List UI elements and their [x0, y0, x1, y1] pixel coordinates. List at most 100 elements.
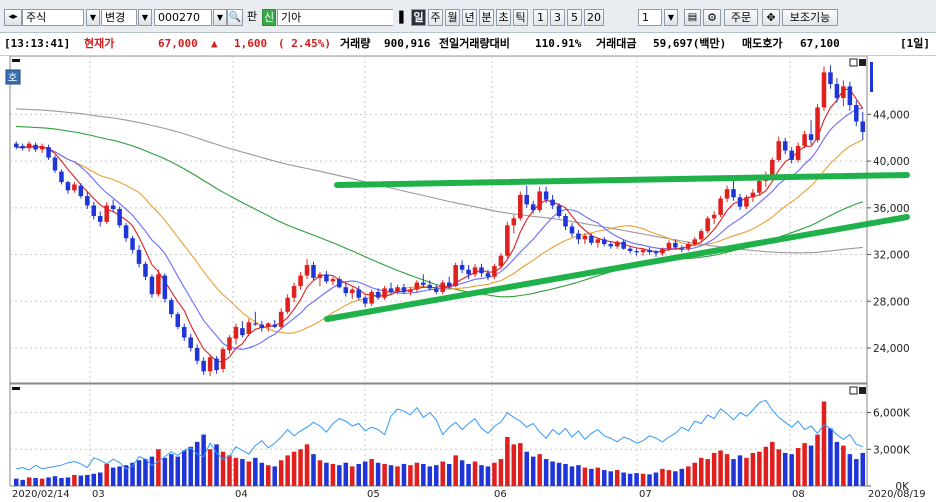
aux-button[interactable]: 보조기능: [782, 9, 838, 26]
volume-bar: [162, 457, 168, 486]
marker-label: 호: [8, 72, 17, 84]
period-button-6[interactable]: 틱: [513, 9, 528, 26]
candle-body: [220, 349, 226, 369]
volume-bar: [782, 452, 788, 486]
candle-body: [543, 191, 549, 200]
order-button[interactable]: 주문: [724, 9, 758, 26]
volume-bar: [227, 455, 232, 486]
candle-body: [143, 263, 148, 277]
save-icon[interactable]: ▤: [684, 9, 701, 26]
candle-body: [408, 289, 413, 292]
ma10-line: [16, 107, 863, 350]
candle-body: [640, 249, 646, 253]
candle-body: [20, 145, 25, 149]
candle-body: [149, 276, 155, 295]
candle-body: [789, 150, 794, 160]
change-dropdown-arrow[interactable]: ▼: [138, 9, 152, 26]
volume-bar: [569, 466, 575, 486]
name-input[interactable]: 기아: [277, 9, 393, 26]
candle-body: [492, 266, 497, 277]
volume-bar: [395, 466, 400, 486]
volume-bar: [647, 474, 652, 486]
period-button-4[interactable]: 분: [479, 9, 494, 26]
volume-bar: [52, 476, 58, 486]
change-select[interactable]: 변경: [101, 9, 137, 26]
change-arrow: ▲: [211, 37, 218, 50]
volume-bar: [537, 454, 542, 486]
candle-body: [692, 239, 698, 245]
volume-bar: [375, 462, 381, 486]
volume-bar: [169, 454, 174, 486]
price-axis-label: 36,000: [873, 203, 910, 215]
interval-button-1[interactable]: 1: [533, 9, 548, 26]
candle-body: [608, 244, 614, 247]
candle-body: [240, 328, 245, 336]
interval-button-3[interactable]: 3: [550, 9, 565, 26]
candle-body: [278, 311, 284, 327]
volume-bar: [614, 470, 620, 486]
volume-bar: [233, 457, 239, 486]
crosshair-icon[interactable]: ✥: [762, 9, 780, 26]
prev-next-arrows[interactable]: ◂▸: [4, 9, 22, 26]
candle-body: [298, 275, 303, 287]
candle-body: [627, 248, 633, 252]
search-icon[interactable]: 🔍: [227, 9, 243, 26]
volume-bar: [156, 449, 161, 486]
interval-button-5[interactable]: 5: [567, 9, 582, 26]
candle-body: [582, 235, 588, 240]
market-dropdown-arrow[interactable]: ▼: [86, 9, 100, 26]
period-button-5[interactable]: 초: [496, 9, 511, 26]
chart-area[interactable]: 24,000 28,000 32,000 36,000 40,000 44,000 03 04…: [0, 55, 936, 500]
ask-value: 67,100: [800, 37, 840, 50]
volume-bar: [692, 462, 698, 486]
candle-body: [647, 249, 652, 253]
interval-value-input[interactable]: 1: [638, 9, 662, 26]
code-dropdown-arrow[interactable]: ▼: [213, 9, 227, 26]
candle-body: [860, 121, 866, 132]
period-button-1[interactable]: 주: [428, 9, 443, 26]
volume-bar: [582, 467, 588, 486]
candle-body: [653, 252, 659, 254]
candle-body: [343, 287, 349, 294]
volume-bar: [815, 434, 820, 486]
volume-bar: [349, 466, 355, 486]
period-button-3[interactable]: 년: [462, 9, 477, 26]
volume-bar: [608, 471, 614, 486]
change-select-value: 변경: [105, 11, 126, 24]
interval-dropdown-arrow[interactable]: ▼: [664, 9, 678, 26]
pan-label[interactable]: 판: [246, 10, 258, 23]
market-select[interactable]: 주식: [22, 9, 84, 26]
volume-bar: [330, 463, 336, 486]
period-button-2[interactable]: 월: [445, 9, 460, 26]
ma60-line: [16, 125, 863, 298]
candle-body: [97, 215, 103, 222]
gear-icon[interactable]: ⚙: [703, 9, 721, 26]
candle-body: [72, 184, 77, 191]
change-value: 1,600: [234, 37, 268, 50]
code-input[interactable]: 000270: [154, 9, 212, 26]
candle-body: [136, 249, 142, 264]
volume-bar: [763, 446, 769, 486]
period-button-0[interactable]: 일: [411, 9, 426, 26]
prev-volume-ratio: 110.91%: [535, 37, 582, 50]
volume-bar: [278, 460, 284, 486]
marker-box: [5, 69, 21, 85]
candle-body: [550, 199, 555, 206]
candle-body: [815, 107, 820, 141]
candle-body: [511, 218, 517, 226]
volume-bar: [265, 465, 271, 486]
stock-chart[interactable]: 24,000 28,000 32,000 36,000 40,000 44,000 03 04…: [0, 55, 936, 500]
volume-bar: [666, 470, 672, 486]
volume-bar: [272, 466, 277, 486]
candle-body: [563, 215, 568, 227]
volume-bar: [524, 451, 530, 486]
candle-body: [59, 171, 64, 183]
price-panel: [9, 55, 868, 384]
volume-bar: [789, 454, 794, 486]
volume-bar: [576, 465, 581, 486]
volume-bar: [194, 441, 200, 486]
candle-body: [265, 323, 271, 327]
interval-button-20[interactable]: 20: [584, 9, 604, 26]
volume-bar: [130, 462, 135, 486]
candle-body: [595, 239, 601, 243]
